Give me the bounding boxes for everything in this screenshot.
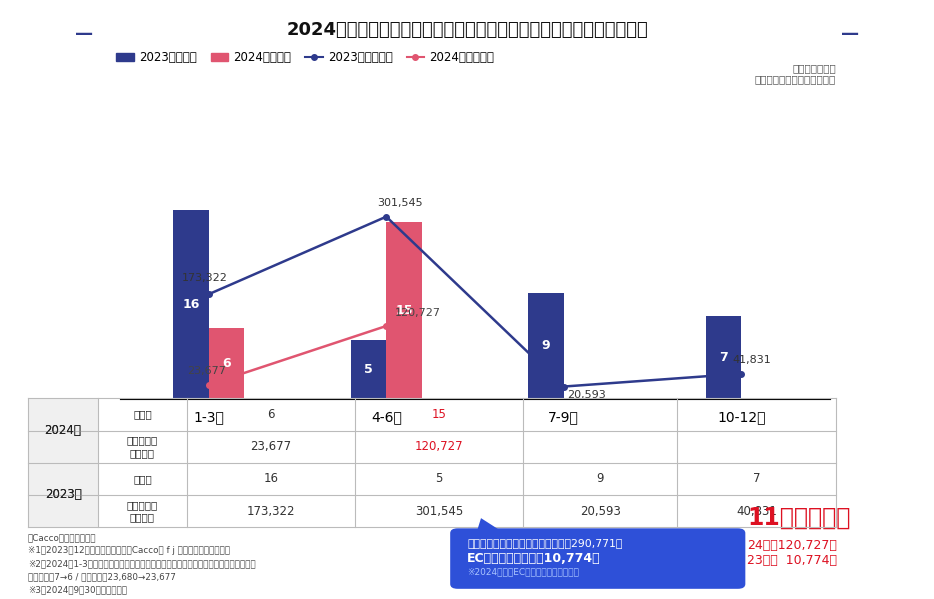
Text: 20,593: 20,593 xyxy=(567,390,606,400)
Text: 120,727: 120,727 xyxy=(395,307,441,317)
Text: 41,831: 41,831 xyxy=(732,355,771,365)
Text: 7: 7 xyxy=(719,351,728,364)
Text: カード情報
流出件数: カード情報 流出件数 xyxy=(127,500,158,522)
Text: 5: 5 xyxy=(364,363,373,376)
Text: 16: 16 xyxy=(182,298,200,311)
Text: （カード情報流出件数：件）: （カード情報流出件数：件） xyxy=(755,74,836,84)
Text: 事件数: 事件数 xyxy=(133,410,152,419)
Text: 事件数: 事件数 xyxy=(133,474,152,484)
Text: 301,545: 301,545 xyxy=(415,504,463,518)
Text: 2024年: 2024年 xyxy=(45,424,81,437)
Text: 24年：120,727件: 24年：120,727件 xyxy=(747,539,837,552)
Text: 6: 6 xyxy=(267,408,275,421)
Text: 5: 5 xyxy=(435,473,443,485)
Text: 173,322: 173,322 xyxy=(182,273,228,283)
Text: —: — xyxy=(841,25,859,43)
Text: ECサイトでの流出：10,774件: ECサイトでの流出：10,774件 xyxy=(467,552,601,565)
Text: 23,677: 23,677 xyxy=(188,366,226,376)
Text: 6: 6 xyxy=(222,357,231,370)
Text: 2023年: 2023年 xyxy=(45,488,81,501)
Bar xyxy=(351,340,387,399)
Bar xyxy=(209,328,245,399)
Text: ※1．2023年12月末までのデータはCacco・ f j コンサルティング調べ: ※1．2023年12月末までのデータはCacco・ f j コンサルティング調べ xyxy=(28,546,230,555)
Bar xyxy=(706,316,742,399)
Text: 9: 9 xyxy=(596,473,604,485)
Text: 7: 7 xyxy=(753,473,760,485)
Text: 事件数　7→6 / 流出件数　23,680→23,677: 事件数 7→6 / 流出件数 23,680→23,677 xyxy=(28,573,176,582)
Legend: 2023年事件数, 2024年事件数, 2023年流出件数, 2024年流出件数: 2023年事件数, 2024年事件数, 2023年流出件数, 2024年流出件数 xyxy=(112,46,499,68)
Text: （Cacco・リンク調べ）: （Cacco・リンク調べ） xyxy=(28,533,96,542)
Text: —: — xyxy=(75,25,93,43)
Text: 23年：  10,774件: 23年： 10,774件 xyxy=(747,554,837,567)
Text: 23,677: 23,677 xyxy=(250,440,291,453)
Text: ※3．2024年9月30日時点で集計: ※3．2024年9月30日時点で集計 xyxy=(28,586,127,595)
Text: 20,593: 20,593 xyxy=(580,504,620,518)
Text: 9: 9 xyxy=(542,339,550,352)
Text: カード情報
流出件数: カード情報 流出件数 xyxy=(127,435,158,458)
Text: 2024年: 2024年 xyxy=(45,424,81,437)
Text: 11倍超に急増: 11倍超に急増 xyxy=(747,506,851,530)
Text: ※2．2024年1-3月の集計に誤りがあったため、事件数および流出件数を以下の通り訂正: ※2．2024年1-3月の集計に誤りがあったため、事件数および流出件数を以下の通… xyxy=(28,559,256,568)
Text: 40,831: 40,831 xyxy=(736,504,777,518)
Text: 15: 15 xyxy=(432,408,446,421)
Text: ダイレクトメール誤印刷での流出：290,771件: ダイレクトメール誤印刷での流出：290,771件 xyxy=(467,538,622,548)
Bar xyxy=(173,210,209,399)
Text: 15: 15 xyxy=(395,304,413,317)
Text: 2024年のカード情報流出事件数・情報流出件数（前年同四半期比較）: 2024年のカード情報流出事件数・情報流出件数（前年同四半期比較） xyxy=(286,21,648,39)
Bar xyxy=(387,222,422,399)
Text: 2023年: 2023年 xyxy=(45,488,81,501)
Text: 301,545: 301,545 xyxy=(377,198,423,208)
Text: 16: 16 xyxy=(263,473,278,485)
Bar xyxy=(529,293,564,399)
Text: 173,322: 173,322 xyxy=(247,504,295,518)
Text: 120,727: 120,727 xyxy=(415,440,463,453)
Text: ※2024年は、ECサイトからの流出のみ: ※2024年は、ECサイトからの流出のみ xyxy=(467,567,579,576)
Text: （事件数：件）: （事件数：件） xyxy=(792,63,836,73)
